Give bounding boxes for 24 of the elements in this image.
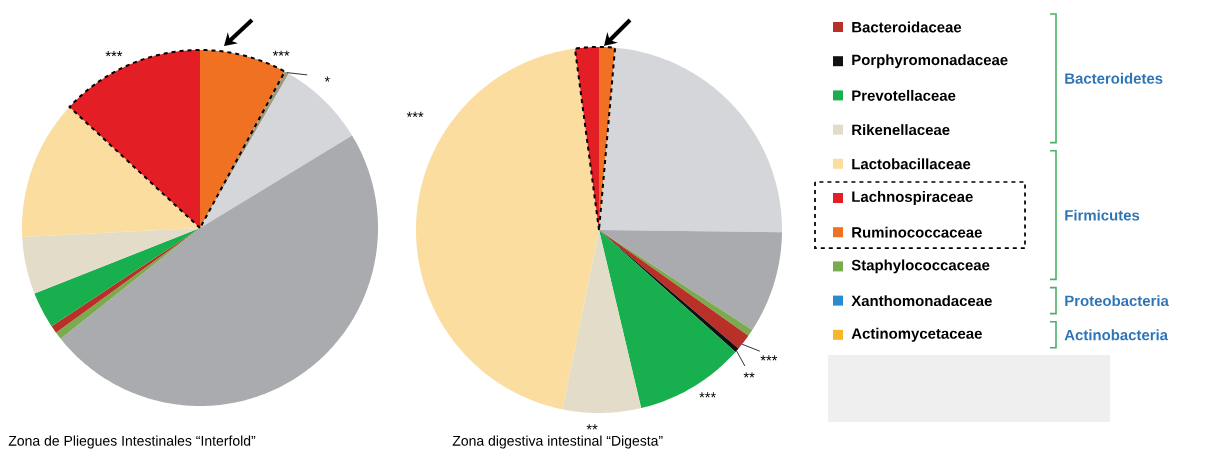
text: Bacteroidetes bbox=[1065, 72, 1163, 84]
legend-label: Lachnospiraceae bbox=[852, 191, 973, 205]
legend-label: Rikenellaceae bbox=[852, 124, 950, 136]
legend-label: Xanthomonadaceae bbox=[851, 295, 992, 307]
text: *** bbox=[272, 50, 290, 56]
text: *** bbox=[760, 355, 778, 361]
text: * bbox=[324, 76, 330, 82]
legend-label: Lactobacillaceae bbox=[852, 158, 971, 170]
text: Zona digestiva intestinal “Digesta” bbox=[452, 435, 663, 449]
legend-label: Porphyromonadaceae bbox=[852, 54, 1008, 69]
legend-label: Ruminococcaceae bbox=[852, 226, 982, 238]
text: ** bbox=[586, 424, 598, 430]
text: ** bbox=[743, 372, 755, 378]
legend-label: Bacteroidaceae bbox=[852, 21, 962, 33]
text: Firmicutes bbox=[1065, 209, 1140, 221]
legend-label: Actinomycetaceae bbox=[851, 327, 982, 342]
text: Zona de Pliegues Intestinales “Interfold” bbox=[8, 435, 256, 449]
text: *** bbox=[699, 392, 716, 398]
legend-label: Staphylococcaceae bbox=[851, 259, 990, 274]
legend-label: Prevotellaceae bbox=[852, 89, 956, 101]
text: Actinobacteria bbox=[1064, 329, 1169, 341]
text: *** bbox=[105, 51, 123, 57]
text: *** bbox=[406, 111, 424, 117]
text: Proteobacteria bbox=[1065, 295, 1169, 307]
